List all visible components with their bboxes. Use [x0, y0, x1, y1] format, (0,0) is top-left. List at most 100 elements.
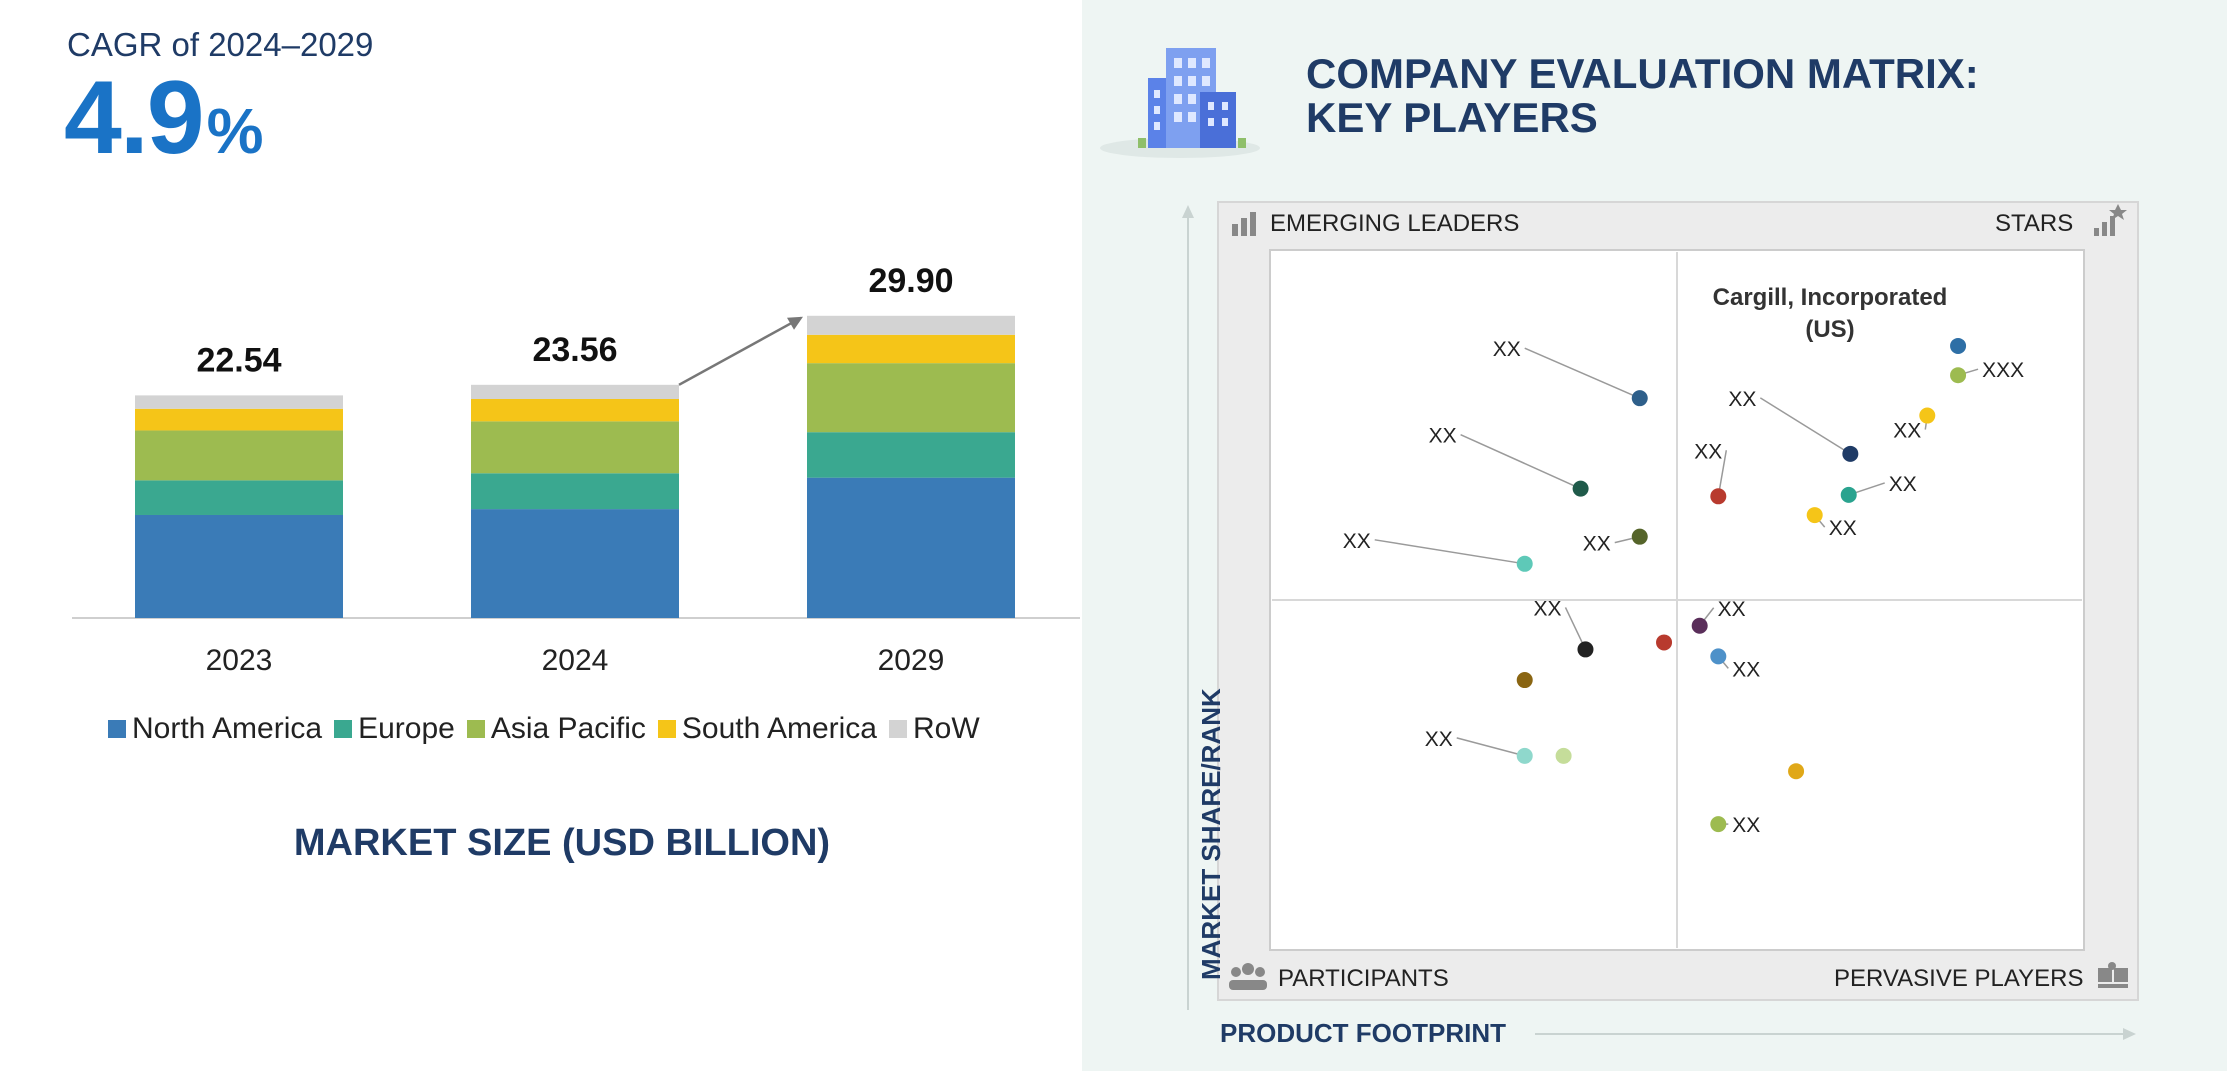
point-leader-line [1524, 347, 1641, 399]
quadrant-pervasive-players: PERVASIVE PLAYERS [1834, 965, 2084, 992]
company-point [1656, 634, 1673, 651]
point-label: XX [1343, 530, 1371, 553]
point-label: XX [1889, 473, 1917, 496]
point-label: XX [1732, 814, 1760, 837]
bar-total-label: 23.56 [532, 331, 617, 369]
quadrant-emerging-leaders: EMERGING LEADERS [1270, 210, 1520, 237]
point-label: XX [1493, 338, 1521, 361]
stacked-bar-chart: 22.54 2023 23.56 2024 29.90 2029 [72, 262, 1080, 677]
point-label: XX [1718, 598, 1746, 621]
company-point [1806, 507, 1823, 524]
chart-legend: North America Europe Asia Pacific South Ame… [108, 712, 992, 746]
company-point [1710, 488, 1727, 505]
y-axis-label: MARKET SHARE/RANK [1196, 688, 1226, 980]
bar-segment [807, 315, 1015, 335]
legend-item: South America [657, 712, 877, 746]
point-label: XX [1893, 420, 1921, 443]
bar-segment [471, 509, 679, 618]
x-axis-arrowhead [2123, 1028, 2136, 1040]
bar-segment [471, 384, 679, 400]
point-label: XX [1728, 388, 1756, 411]
company-point [1710, 648, 1727, 665]
company-point [1840, 486, 1857, 503]
cargill-label: Cargill, Incorporated (US) [1712, 284, 1948, 343]
company-point [1842, 445, 1859, 462]
company-point [1516, 555, 1533, 572]
legend-label: Europe [358, 712, 455, 745]
legend-swatch [334, 720, 353, 738]
point-leader-line [1456, 737, 1525, 757]
company-point [1516, 672, 1533, 689]
company-point [1691, 617, 1708, 634]
bar-segment [471, 473, 679, 510]
point-label: XXX [1982, 359, 2024, 382]
company-point [1919, 407, 1936, 424]
x-tick-label: 2023 [206, 644, 273, 677]
legend-item: Europe [334, 712, 455, 746]
cagr-label: CAGR of 2024–2029 [67, 26, 374, 63]
participants-icon [1229, 963, 1267, 990]
bar-segment [135, 480, 343, 515]
pervasive-players-icon [2098, 962, 2128, 988]
bar-segment [471, 399, 679, 422]
point-label: XX [1829, 517, 1857, 540]
matrix-title: COMPANY EVALUATION MATRIX: KEY PLAYERS [1306, 50, 1979, 141]
legend-label: South America [681, 712, 877, 745]
point-label: XX [1425, 728, 1453, 751]
legend-swatch [889, 720, 907, 738]
point-leader-line [1460, 433, 1581, 490]
company-point [1572, 480, 1589, 497]
company-point [1631, 528, 1648, 545]
market-size-title: MARKET SIZE (USD BILLION) [293, 822, 831, 864]
company-point [1788, 763, 1805, 780]
x-tick-label: 2029 [878, 644, 945, 677]
company-point [1577, 641, 1594, 658]
quadrant-stars: STARS [1995, 210, 2074, 237]
bar-segment [807, 363, 1015, 433]
company-point [1555, 747, 1572, 764]
legend-swatch [466, 720, 485, 738]
legend-label: Asia Pacific [490, 712, 646, 745]
bar-segment [135, 395, 343, 409]
point-label: XX [1429, 425, 1457, 448]
point-leader-line [1374, 539, 1525, 565]
legend-label: North America [132, 712, 323, 745]
growth-arrow-head [787, 316, 803, 330]
point-label: XX [1732, 658, 1760, 681]
company-point [1516, 747, 1533, 764]
point-label: XX [1694, 440, 1722, 463]
legend-item: North America [108, 712, 322, 746]
legend-item: Asia Pacific [466, 712, 646, 746]
legend-label: RoW [913, 712, 980, 745]
bar-total-label: 29.90 [868, 262, 953, 300]
legend-swatch [108, 720, 126, 738]
quadrant-participants: PARTICIPANTS [1278, 965, 1449, 992]
company-point [1950, 367, 1967, 384]
bar-segment [135, 408, 343, 431]
x-tick-label: 2024 [542, 644, 609, 677]
cagr-value: 4.9% [64, 66, 264, 170]
company-point [1710, 816, 1727, 833]
point-leader-line [1759, 397, 1851, 455]
x-axis-label: PRODUCT FOOTPRINT [1220, 1018, 1506, 1048]
bar-segment [135, 430, 343, 481]
cagr-unit: % [206, 95, 264, 167]
bar-segment [135, 514, 343, 618]
bar-segment [471, 421, 679, 474]
company-point [1950, 337, 1967, 354]
bar-total-label: 22.54 [196, 341, 281, 379]
legend-swatch [657, 720, 676, 738]
growth-arrow [678, 316, 802, 386]
point-label: XX [1533, 597, 1561, 620]
legend-item: RoW [889, 712, 980, 746]
point-label: XX [1583, 533, 1611, 556]
cagr-number: 4.9 [64, 60, 205, 176]
y-axis-arrowhead [1182, 205, 1194, 218]
bar-segment [807, 334, 1015, 364]
bar-segment [807, 477, 1015, 618]
company-point [1631, 390, 1648, 407]
bar-segment [807, 432, 1015, 478]
emerging-leaders-icon [1232, 212, 1256, 236]
stars-icon [2094, 204, 2127, 236]
